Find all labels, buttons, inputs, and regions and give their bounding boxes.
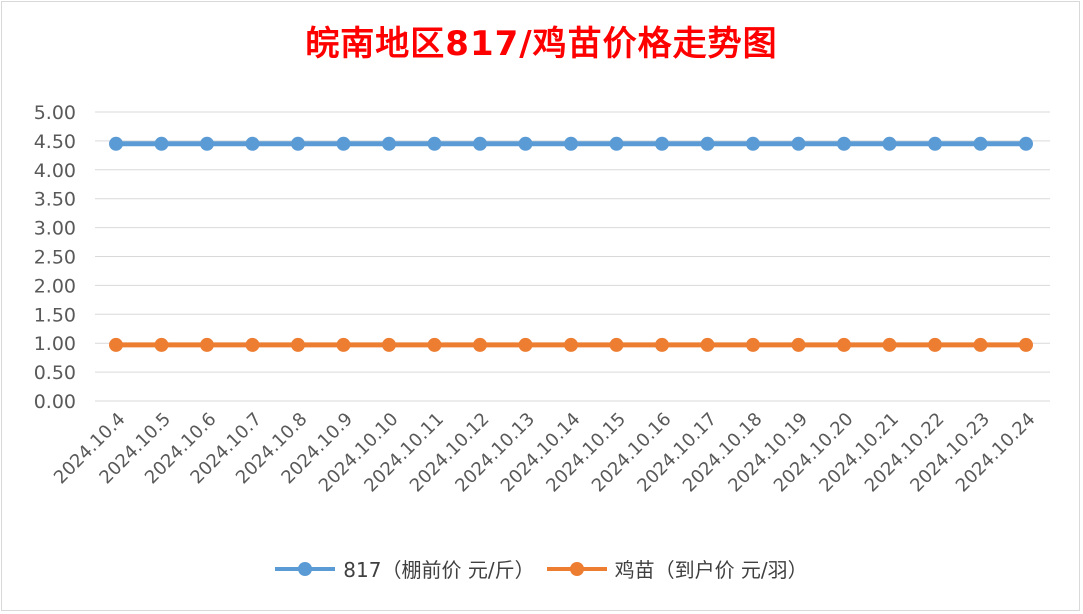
data-point-0-16[interactable] [837, 136, 851, 151]
data-point-0-10[interactable] [564, 136, 578, 151]
data-point-0-13[interactable] [700, 136, 715, 151]
legend-item-817[interactable]: 817（棚前价 元/斤） [275, 554, 535, 583]
data-point-0-4[interactable] [291, 136, 305, 151]
data-point-0-5[interactable] [336, 136, 351, 151]
y-tick-label: 4.00 [34, 160, 76, 182]
data-point-0-0[interactable] [109, 136, 123, 151]
data-point-1-3[interactable] [245, 337, 260, 352]
chart-title: 皖南地区817/鸡苗价格走势图 [305, 24, 778, 64]
data-point-0-8[interactable] [473, 136, 487, 151]
data-point-1-18[interactable] [928, 337, 942, 352]
y-tick-label: 1.00 [34, 333, 76, 355]
y-tick-label: 2.50 [34, 247, 76, 269]
data-point-1-1[interactable] [154, 337, 169, 352]
legend-label-817: 817（棚前价 元/斤） [343, 558, 535, 582]
data-point-1-2[interactable] [200, 337, 214, 352]
x-axis-ticks: 2024.10.42024.10.52024.10.62024.10.72024… [50, 409, 1040, 497]
data-point-0-2[interactable] [200, 136, 214, 151]
data-point-0-19[interactable] [973, 136, 988, 151]
data-point-1-12[interactable] [655, 337, 669, 352]
data-point-0-1[interactable] [154, 136, 169, 151]
data-point-1-8[interactable] [473, 337, 487, 352]
data-point-1-10[interactable] [564, 337, 578, 352]
series-group [109, 136, 1033, 352]
data-point-0-9[interactable] [518, 136, 533, 151]
data-point-0-20[interactable] [1019, 136, 1033, 151]
data-point-1-7[interactable] [427, 337, 442, 352]
data-point-0-12[interactable] [655, 136, 669, 151]
data-point-1-4[interactable] [291, 337, 305, 352]
y-tick-label: 4.50 [34, 131, 76, 153]
y-tick-label: 2.00 [34, 275, 76, 297]
data-point-1-19[interactable] [973, 337, 988, 352]
y-tick-label: 3.50 [34, 189, 76, 211]
data-point-0-6[interactable] [382, 136, 396, 151]
data-point-0-17[interactable] [882, 136, 897, 151]
data-point-1-5[interactable] [336, 337, 351, 352]
y-tick-label: 0.50 [34, 362, 76, 384]
legend: 817（棚前价 元/斤） 鸡苗（到户价 元/羽） [0, 554, 1083, 583]
data-point-1-17[interactable] [882, 337, 897, 352]
gridlines [95, 111, 1050, 402]
data-point-0-18[interactable] [928, 136, 942, 151]
legend-item-chick[interactable]: 鸡苗（到户价 元/羽） [546, 554, 808, 583]
data-point-1-13[interactable] [700, 337, 715, 352]
data-point-1-0[interactable] [109, 337, 123, 352]
legend-swatch-817 [275, 559, 336, 579]
data-point-1-6[interactable] [382, 337, 396, 352]
y-tick-label: 0.00 [34, 391, 76, 413]
data-point-1-14[interactable] [746, 337, 760, 352]
data-point-1-9[interactable] [518, 337, 533, 352]
data-point-0-14[interactable] [746, 136, 760, 151]
data-point-0-15[interactable] [791, 136, 806, 151]
y-tick-label: 1.50 [34, 304, 76, 326]
data-point-1-11[interactable] [609, 337, 624, 352]
legend-label-chick: 鸡苗（到户价 元/羽） [614, 558, 808, 582]
data-point-0-3[interactable] [245, 136, 260, 151]
legend-swatch-chick [546, 559, 607, 579]
y-tick-label: 3.00 [34, 218, 76, 240]
data-point-0-7[interactable] [427, 136, 442, 151]
y-axis-ticks: 0.00 0.50 1.00 1.50 2.00 2.50 3.00 3.50 4.00 4.50… [34, 102, 76, 413]
y-tick-label: 5.00 [34, 102, 76, 124]
data-point-1-16[interactable] [837, 337, 851, 352]
data-point-0-11[interactable] [609, 136, 624, 151]
data-point-1-20[interactable] [1019, 337, 1033, 352]
data-point-1-15[interactable] [791, 337, 806, 352]
